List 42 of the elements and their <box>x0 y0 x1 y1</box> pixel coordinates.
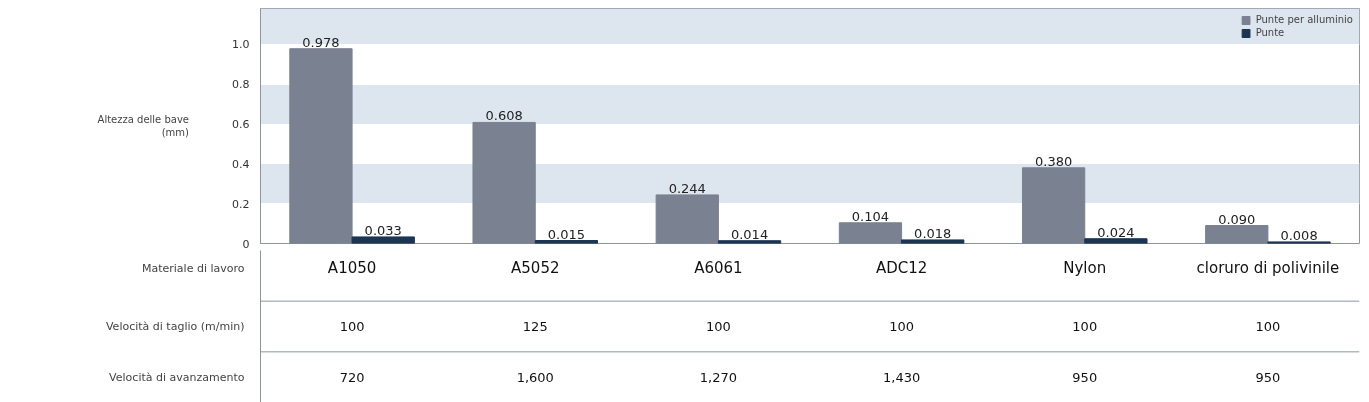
x-tick-label: ADC12 <box>875 259 928 278</box>
y-tick-label: 0.8 <box>232 78 250 92</box>
data-label: 0.018 <box>914 225 952 241</box>
text: 125 <box>522 319 548 334</box>
y-tick-label: 0 <box>242 237 250 251</box>
y-tick-label: 0.6 <box>232 118 250 132</box>
text: 100 <box>1255 319 1281 334</box>
text: 1,600 <box>516 369 554 385</box>
data-label: 0.380 <box>1035 153 1073 169</box>
y-axis-title: Altezza delle bave (mm) <box>97 113 190 139</box>
y-tick-label: 1.0 <box>232 38 250 52</box>
data-label: 0.608 <box>485 108 523 124</box>
text: 100 <box>706 319 731 334</box>
y-tick-label: 0.4 <box>232 157 250 171</box>
text: 100 <box>1072 319 1098 334</box>
data-label: 0.244 <box>668 180 706 196</box>
x-tick-label: cloruro di polivinile <box>1196 259 1340 278</box>
text: 720 <box>339 369 365 385</box>
data-label: 0.015 <box>547 226 585 242</box>
text: Velocità di avanzamento <box>109 370 245 384</box>
x-tick-label: A6061 <box>694 259 743 278</box>
text: 1,430 <box>882 369 921 385</box>
data-label: 0.978 <box>302 34 340 50</box>
data-label: 0.033 <box>364 222 402 238</box>
y-tick-label: 0.2 <box>232 197 250 211</box>
x-axis-title: Materiale di lavoro <box>141 261 245 275</box>
data-label: 0.104 <box>851 208 890 224</box>
text: 950 <box>1255 369 1281 385</box>
text: Velocità di taglio (m/min) <box>105 320 245 333</box>
data-label: 0.024 <box>1097 224 1135 240</box>
legend-label: Punte <box>1255 27 1285 38</box>
data-label: 0.014 <box>730 226 769 242</box>
legend-label: Punte per alluminio <box>1255 14 1353 25</box>
x-tick-label: Nylon <box>1063 259 1107 278</box>
x-tick-label: A1050 <box>327 259 377 278</box>
text: 950 <box>1072 369 1098 385</box>
x-tick-label: A5052 <box>511 259 560 278</box>
text: 1,270 <box>699 369 738 385</box>
text: 100 <box>889 319 914 334</box>
text: 100 <box>339 319 365 334</box>
data-label: 0.090 <box>1218 211 1256 227</box>
data-label: 0.008 <box>1280 227 1318 243</box>
